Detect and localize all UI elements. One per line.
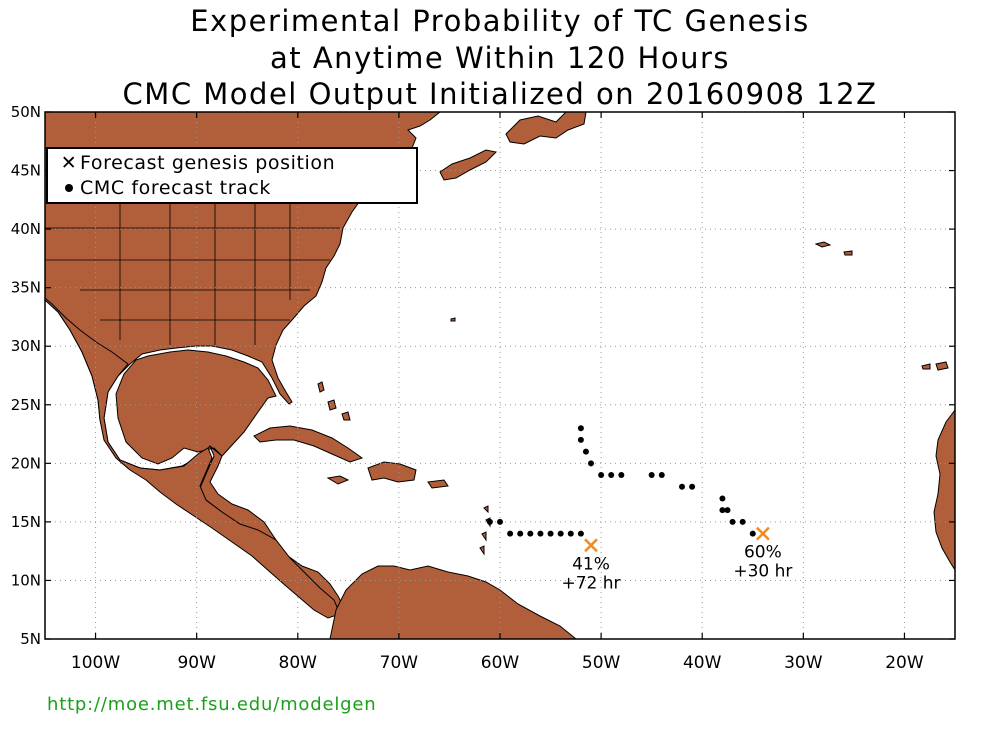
lon-label: 30W xyxy=(784,653,823,673)
source-url[interactable]: http://moe.met.fsu.edu/modelgen xyxy=(47,694,377,715)
track-point xyxy=(598,472,605,479)
track-point xyxy=(497,518,503,525)
africa-land xyxy=(933,409,955,571)
x-mark-icon: ✕ xyxy=(60,152,78,174)
track-point xyxy=(689,483,696,490)
longitude-labels: 100W 90W 80W 70W 60W 50W 40W 30W 20W xyxy=(71,653,924,673)
genesis-x-mark xyxy=(756,526,770,541)
bermuda-island xyxy=(450,317,456,322)
title-line-1: Experimental Probability of TC Genesis xyxy=(190,4,810,38)
lat-label: 40N xyxy=(11,220,41,238)
legend-row-genesis: ✕ Forecast genesis position xyxy=(58,152,335,174)
track-point xyxy=(739,518,746,525)
lat-label: 20N xyxy=(11,454,41,472)
lat-label: 5N xyxy=(20,630,41,648)
nova-scotia-land xyxy=(439,149,498,181)
track-point xyxy=(557,530,564,537)
map-frame xyxy=(44,111,956,640)
track-point xyxy=(517,530,524,537)
title-line-2: at Anytime Within 120 Hours xyxy=(269,41,730,75)
track-point xyxy=(577,425,584,432)
lon-label: 90W xyxy=(177,653,216,673)
track-point xyxy=(588,460,594,467)
track-point xyxy=(679,483,685,490)
puerto-rico-land xyxy=(427,479,449,489)
canary-islands xyxy=(921,361,949,371)
track-point xyxy=(729,518,736,525)
track-point xyxy=(577,530,584,537)
genesis-markers: 41%+72 hr 60%+30 hr xyxy=(561,526,792,593)
south-america-land xyxy=(329,565,577,639)
mexico-land xyxy=(45,297,341,619)
track-point xyxy=(537,530,544,537)
forecast-tracks xyxy=(486,425,756,537)
track-point xyxy=(527,530,534,537)
bahamas-islands xyxy=(317,381,351,421)
legend: ✕ Forecast genesis position CMC forecast… xyxy=(46,147,418,204)
lat-label: 30N xyxy=(11,337,41,355)
legend-track-label: CMC forecast track xyxy=(80,177,271,199)
track-point xyxy=(618,472,625,479)
legend-genesis-label: Forecast genesis position xyxy=(80,152,336,174)
genesis-probability: 41% xyxy=(572,554,610,574)
jamaica-land xyxy=(326,475,350,485)
track-point xyxy=(658,472,665,479)
latitude-labels: 5N 10N 15N 20N 25N 30N 35N 40N 45N 50N xyxy=(11,103,41,648)
track-point xyxy=(724,507,731,514)
lon-label: 50W xyxy=(582,653,621,673)
lon-label: 20W xyxy=(885,653,924,673)
track-point xyxy=(507,530,514,537)
lat-label: 50N xyxy=(11,103,41,121)
lat-label: 25N xyxy=(11,396,41,414)
track-point xyxy=(577,436,584,443)
hispaniola-land xyxy=(367,461,417,483)
lon-label: 80W xyxy=(279,653,318,673)
cuba-land xyxy=(253,425,364,463)
newfoundland-land xyxy=(505,112,587,145)
track-point xyxy=(547,530,554,537)
lat-label: 10N xyxy=(11,571,41,589)
genesis-probability: 60% xyxy=(744,543,782,563)
genesis-lead-time: +30 hr xyxy=(733,562,792,582)
lat-label: 15N xyxy=(11,513,41,531)
genesis-lead-time: +72 hr xyxy=(561,573,620,593)
track-point xyxy=(648,472,655,479)
track-point xyxy=(486,518,493,525)
title-line-3: CMC Model Output Initialized on 20160908… xyxy=(122,77,878,111)
track-point xyxy=(567,530,574,537)
track-point xyxy=(719,495,726,502)
land-layer xyxy=(45,112,955,639)
lon-label: 70W xyxy=(380,653,419,673)
track-point xyxy=(608,472,615,479)
track-point xyxy=(749,530,756,537)
track-point xyxy=(719,507,726,514)
lon-label: 60W xyxy=(481,653,520,673)
legend-row-track: CMC forecast track xyxy=(58,177,271,199)
track-point xyxy=(582,448,589,455)
lat-label: 45N xyxy=(11,162,41,180)
genesis-x-mark xyxy=(584,538,598,553)
lat-label: 35N xyxy=(11,279,41,297)
dot-icon xyxy=(65,184,73,192)
azores-islands xyxy=(814,241,853,256)
lon-label: 100W xyxy=(71,653,120,673)
lon-label: 40W xyxy=(683,653,722,673)
